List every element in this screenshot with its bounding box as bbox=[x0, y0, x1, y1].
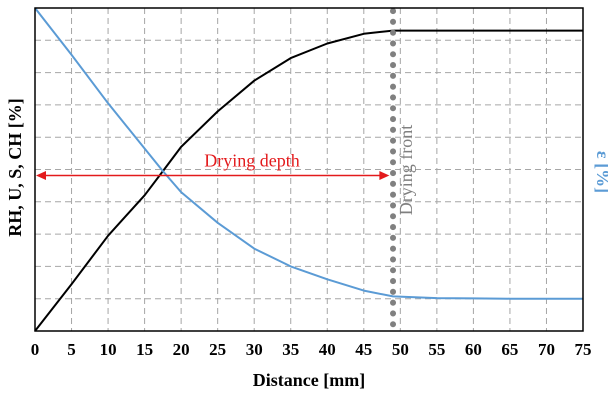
y-axis-title-right: ε [%] bbox=[593, 151, 608, 193]
x-axis-title: Distance [mm] bbox=[253, 370, 365, 390]
x-tick-label: 20 bbox=[173, 340, 190, 359]
drying-depth-arrowhead-left bbox=[36, 171, 46, 180]
x-tick-label: 45 bbox=[355, 340, 372, 359]
x-tick-label: 65 bbox=[501, 340, 518, 359]
x-tick-label: 15 bbox=[136, 340, 153, 359]
x-tick-label: 10 bbox=[100, 340, 117, 359]
plot-frame bbox=[34, 7, 584, 332]
drying-depth-marker bbox=[36, 171, 390, 180]
series-line-rh-u-s-ch bbox=[34, 29, 583, 332]
drying-depth-arrowhead-right bbox=[379, 171, 390, 180]
drying-depth-label: Drying depth bbox=[204, 151, 299, 171]
x-tick-labels: 0 5 10 15 20 25 30 35 40 45 50 55 60 65 70 75 bbox=[31, 340, 592, 359]
drying-front-label: Drying front bbox=[396, 125, 416, 215]
x-tick-label: 40 bbox=[319, 340, 336, 359]
series-line-epsilon bbox=[34, 7, 583, 300]
x-tick-label: 0 bbox=[31, 340, 40, 359]
x-tick-label: 5 bbox=[67, 340, 76, 359]
grid-layer bbox=[35, 8, 583, 331]
x-tick-label: 50 bbox=[392, 340, 409, 359]
x-tick-label: 75 bbox=[575, 340, 592, 359]
x-tick-label: 30 bbox=[246, 340, 263, 359]
x-tick-label: 25 bbox=[209, 340, 226, 359]
x-tick-label: 70 bbox=[538, 340, 555, 359]
x-tick-label: 35 bbox=[282, 340, 299, 359]
x-tick-label: 60 bbox=[465, 340, 482, 359]
x-tick-label: 55 bbox=[428, 340, 445, 359]
series-layer bbox=[34, 7, 583, 332]
y-axis-title-left: RH, U, S, CH [%] bbox=[5, 98, 25, 237]
